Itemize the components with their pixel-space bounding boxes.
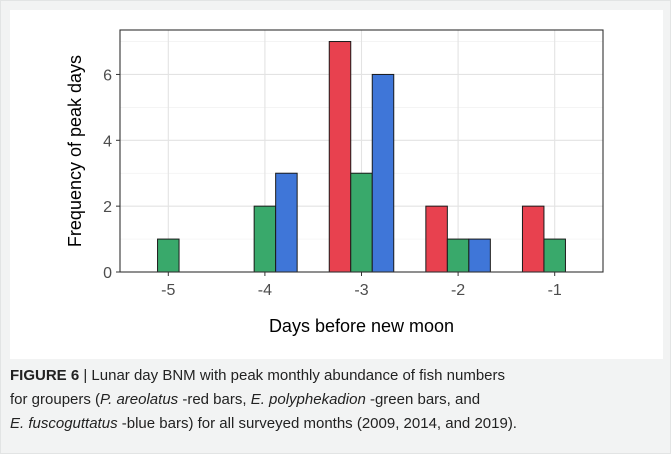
- x-axis-title: Days before new moon: [269, 316, 454, 336]
- species-name-1: P. areolatus: [100, 391, 179, 408]
- x-tick-label: -2: [451, 282, 465, 299]
- x-tick-label: -5: [161, 282, 175, 299]
- bar: [328, 41, 352, 273]
- figure-label: FIGURE 6: [10, 367, 80, 384]
- y-tick-label: 4: [103, 133, 112, 150]
- bar: [521, 205, 545, 273]
- y-tick-label: 6: [103, 67, 112, 84]
- bar-chart: 0 2 4 6 -5 -4 -3 -2 -1 Days before new moon Freque…: [65, 29, 604, 336]
- bar: [543, 238, 566, 273]
- bar: [350, 172, 373, 273]
- x-tick-label: -3: [354, 282, 368, 299]
- chart-area: 0 2 4 6 -5 -4 -3 -2 -1 Days before new moon Freque…: [10, 10, 663, 359]
- bar: [371, 73, 395, 273]
- caption-separator: |: [83, 367, 88, 384]
- bar: [446, 238, 470, 273]
- bar: [157, 238, 180, 273]
- y-tick-label: 0: [103, 265, 112, 282]
- bar: [468, 238, 491, 273]
- caption-text-3: -red bars,: [178, 391, 251, 408]
- caption-text-5: -blue bars) for all surveyed months (200…: [117, 415, 517, 432]
- caption-text-2: for groupers (: [10, 391, 101, 408]
- species-name-2: E. polyphekadion: [250, 391, 366, 408]
- x-tick-label: -4: [258, 282, 272, 299]
- figure-caption: FIGURE 6 | Lunar day BNM with peak month…: [10, 364, 663, 436]
- bar: [275, 172, 298, 273]
- bar: [425, 205, 448, 273]
- species-name-3: E. fuscoguttatus: [10, 415, 118, 432]
- bar: [253, 205, 277, 273]
- y-axis-title: Frequency of peak days: [65, 55, 85, 247]
- y-tick-label: 2: [103, 199, 112, 216]
- caption-text-4: -green bars, and: [365, 391, 481, 408]
- x-tick-label: -1: [548, 282, 562, 299]
- caption-text-1: Lunar day BNM with peak monthly abundanc…: [87, 367, 505, 384]
